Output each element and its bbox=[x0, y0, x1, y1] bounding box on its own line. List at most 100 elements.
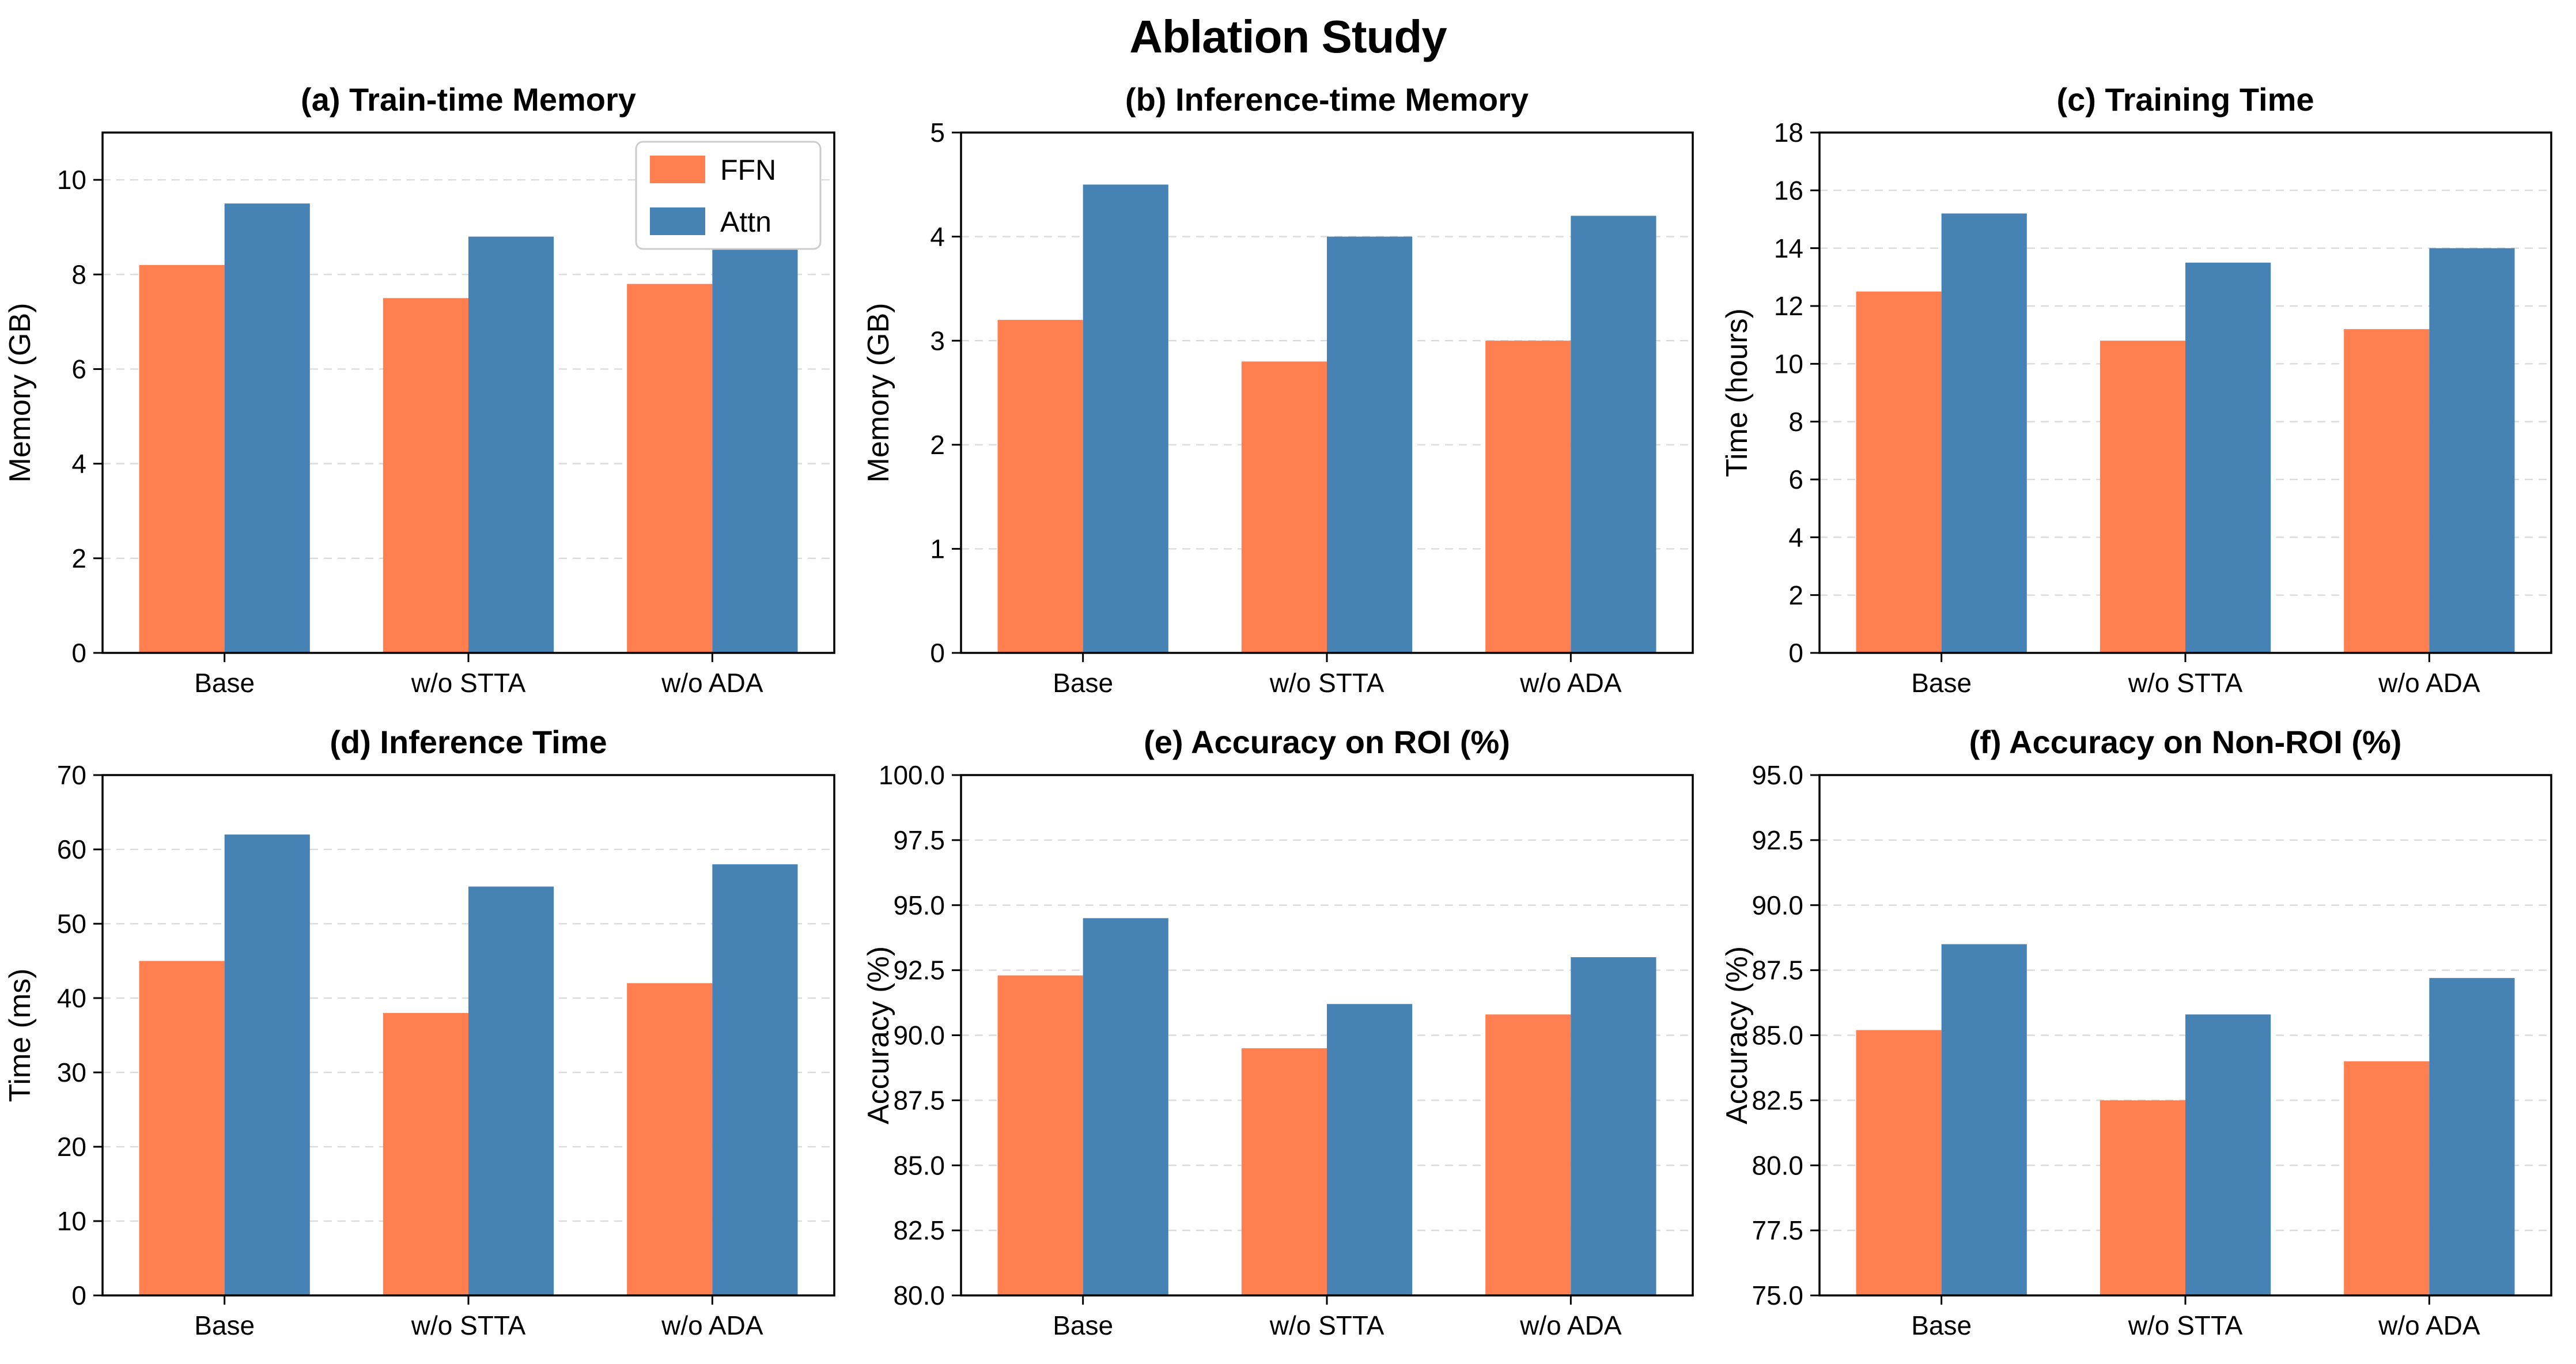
chart-title: (d) Inference Time bbox=[330, 724, 607, 760]
bar-ffn-w-o-stta bbox=[1241, 1048, 1327, 1295]
y-tick-label: 12 bbox=[1774, 291, 1803, 321]
bar-attn-w-o-ada bbox=[712, 864, 798, 1295]
y-axis-label: Memory (GB) bbox=[3, 303, 37, 483]
bar-attn-base bbox=[1083, 184, 1168, 653]
y-tick-label: 2 bbox=[71, 543, 86, 573]
y-tick-label: 6 bbox=[1788, 464, 1803, 494]
bar-ffn-w-o-stta bbox=[2100, 341, 2185, 653]
y-tick-label: 80.0 bbox=[1752, 1150, 1803, 1180]
x-tick-label: w/o ADA bbox=[2378, 668, 2480, 698]
plot-box bbox=[101, 131, 835, 654]
bar-attn-base bbox=[224, 834, 310, 1295]
subplot-c: 0 2 4 6 8 10 12 14 16 18 Base w/o STTA w/o ADA (c) Tr… bbox=[1717, 75, 2575, 717]
bar-ffn-base bbox=[1856, 291, 1942, 653]
y-tick-label: 95.0 bbox=[893, 890, 945, 920]
plot-box bbox=[101, 774, 835, 1297]
y-tick-label: 40 bbox=[57, 983, 86, 1013]
y-tick-label: 20 bbox=[57, 1132, 86, 1162]
x-tick-label: w/o STTA bbox=[2128, 668, 2243, 698]
legend-label-attn: Attn bbox=[720, 206, 771, 238]
bar-attn-w-o-stta bbox=[468, 236, 554, 653]
figure-title: Ablation Study bbox=[1129, 11, 1447, 62]
y-tick-label: 0 bbox=[71, 638, 86, 668]
x-tick-label: w/o STTA bbox=[411, 668, 526, 698]
chart-svg-a: 0 2 4 6 8 10 Base w/o STTA w/o ADA (a) Train-time… bbox=[3, 81, 835, 698]
bar-attn-base bbox=[1941, 213, 2027, 653]
bar-ffn-base bbox=[997, 975, 1083, 1295]
y-tick-label: 85.0 bbox=[893, 1150, 945, 1180]
y-tick-label: 60 bbox=[57, 834, 86, 864]
x-tick-label: Base bbox=[1053, 668, 1113, 698]
y-axis-label: Accuracy (%) bbox=[862, 946, 895, 1124]
chart-svg-b: 0 1 2 3 4 5 Base w/o STTA w/o ADA (b) Inference-t… bbox=[862, 81, 1694, 698]
y-tick-label: 6 bbox=[71, 354, 86, 384]
x-tick-label: w/o STTA bbox=[1269, 668, 1385, 698]
bar-ffn-w-o-stta bbox=[2100, 1100, 2185, 1295]
legend-swatch-attn bbox=[650, 207, 705, 235]
chart-title: (c) Training Time bbox=[2056, 81, 2314, 118]
bar-attn-w-o-ada bbox=[1571, 957, 1656, 1295]
x-tick-label: w/o STTA bbox=[2128, 1310, 2243, 1340]
y-tick-label: 92.5 bbox=[893, 955, 945, 985]
x-tick-label: Base bbox=[1053, 1310, 1113, 1340]
x-tick-label: w/o ADA bbox=[1519, 1310, 1622, 1340]
subplot-d: 0 10 20 30 40 50 60 70 Base w/o STTA w/o ADA (d) In… bbox=[0, 717, 858, 1360]
y-tick-label: 90.0 bbox=[893, 1021, 945, 1051]
subplot-b: 0 1 2 3 4 5 Base w/o STTA w/o ADA (b) Inference-t… bbox=[858, 75, 1717, 717]
bar-ffn-w-o-ada bbox=[2344, 329, 2430, 653]
y-tick-label: 90.0 bbox=[1752, 890, 1803, 920]
y-tick-label: 10 bbox=[1774, 349, 1803, 379]
x-tick-label: Base bbox=[1911, 1310, 1972, 1340]
plot-box bbox=[960, 131, 1694, 654]
legend: FFN Attn bbox=[635, 141, 822, 250]
bar-ffn-w-o-stta bbox=[1241, 361, 1327, 653]
y-tick-label: 10 bbox=[57, 1206, 86, 1236]
bar-attn-w-o-ada bbox=[712, 227, 798, 653]
bar-ffn-w-o-ada bbox=[627, 284, 713, 653]
bar-ffn-base bbox=[997, 320, 1083, 653]
bar-ffn-w-o-stta bbox=[383, 1012, 468, 1295]
y-tick-label: 10 bbox=[57, 165, 86, 195]
charts-grid: 0 2 4 6 8 10 Base w/o STTA w/o ADA (a) Train-time… bbox=[0, 75, 2576, 1360]
chart-svg-f: 75.0 77.5 80.0 82.5 85.0 87.5 90.0 92.5 95.0 Base… bbox=[1720, 724, 2552, 1340]
y-tick-label: 4 bbox=[71, 449, 86, 479]
chart-title: (e) Accuracy on ROI (%) bbox=[1144, 724, 1510, 760]
y-tick-label: 77.5 bbox=[1752, 1215, 1803, 1245]
y-tick-label: 70 bbox=[57, 760, 86, 790]
bar-attn-base bbox=[1083, 918, 1168, 1295]
bar-ffn-base bbox=[139, 961, 225, 1295]
chart-title: (a) Train-time Memory bbox=[301, 81, 636, 118]
plot-box bbox=[960, 774, 1694, 1297]
chart-title: (f) Accuracy on Non-ROI (%) bbox=[1969, 724, 2402, 760]
chart-svg-d: 0 10 20 30 40 50 60 70 Base w/o STTA w/o ADA (d) In… bbox=[3, 724, 835, 1340]
subplot-a: 0 2 4 6 8 10 Base w/o STTA w/o ADA (a) Train-time… bbox=[0, 75, 858, 717]
legend-label-ffn: FFN bbox=[720, 154, 776, 186]
y-tick-label: 80.0 bbox=[893, 1280, 945, 1310]
y-tick-label: 8 bbox=[1788, 407, 1803, 437]
y-axis-label: Time (ms) bbox=[3, 968, 37, 1102]
y-tick-label: 18 bbox=[1774, 118, 1803, 148]
y-tick-label: 87.5 bbox=[1752, 955, 1803, 985]
x-tick-label: w/o ADA bbox=[2378, 1310, 2480, 1340]
bar-attn-base bbox=[224, 203, 310, 653]
bar-ffn-w-o-ada bbox=[2344, 1061, 2430, 1295]
y-tick-label: 100.0 bbox=[879, 760, 945, 790]
chart-svg-e: 80.0 82.5 85.0 87.5 90.0 92.5 95.0 97.5 100.0 Bas… bbox=[862, 724, 1694, 1340]
y-axis-label: Time (hours) bbox=[1720, 308, 1754, 477]
legend-swatch-ffn bbox=[650, 156, 705, 183]
y-tick-label: 2 bbox=[1788, 580, 1803, 610]
chart-title: (b) Inference-time Memory bbox=[1125, 81, 1529, 118]
bar-ffn-base bbox=[139, 265, 225, 653]
x-tick-label: w/o STTA bbox=[1269, 1310, 1385, 1340]
x-tick-label: w/o STTA bbox=[411, 1310, 526, 1340]
y-tick-label: 4 bbox=[1788, 522, 1803, 552]
y-tick-label: 0 bbox=[1788, 638, 1803, 668]
x-tick-label: Base bbox=[194, 1310, 255, 1340]
bar-attn-w-o-ada bbox=[2429, 978, 2515, 1295]
x-tick-label: w/o ADA bbox=[1519, 668, 1622, 698]
bar-attn-w-o-ada bbox=[2429, 248, 2515, 653]
y-tick-label: 97.5 bbox=[893, 825, 945, 855]
y-tick-label: 85.0 bbox=[1752, 1021, 1803, 1051]
bar-attn-w-o-stta bbox=[2185, 262, 2271, 653]
